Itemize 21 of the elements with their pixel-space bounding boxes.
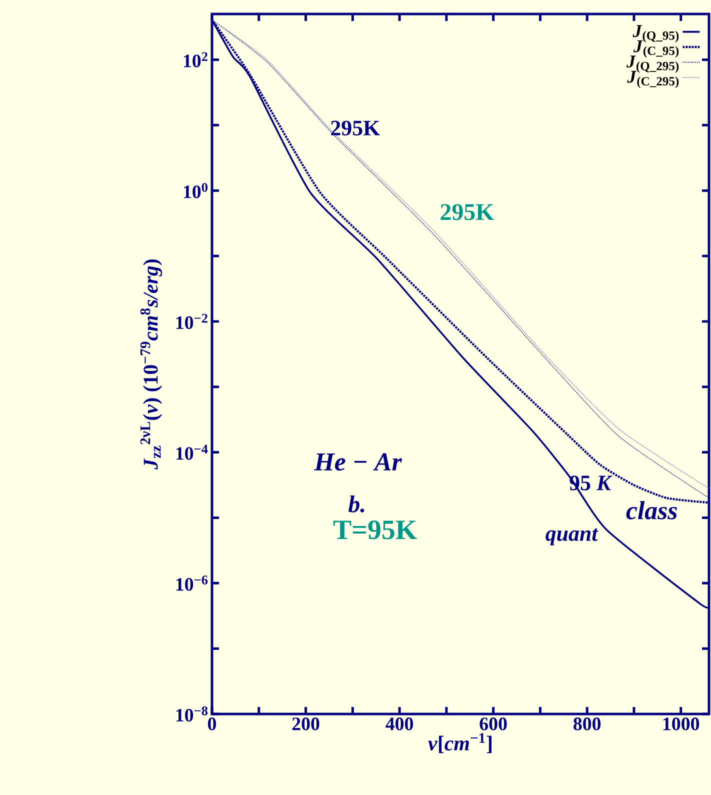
y-tick-label: 10$^{−6}$ bbox=[176, 576, 208, 591]
x-tick-label: 800 bbox=[574, 718, 601, 730]
y-tick-label: 10$^{0}$ bbox=[184, 182, 208, 198]
x-tick-label: 200 bbox=[292, 718, 320, 730]
y-tick-label: 10$^{2}$ bbox=[184, 52, 208, 68]
annotation: 295K bbox=[440, 204, 494, 220]
annotation: T=95K bbox=[333, 520, 417, 540]
x-tick-label: 0 bbox=[208, 718, 216, 730]
annotation: quant bbox=[546, 528, 598, 546]
x-tick-label: 400 bbox=[386, 718, 414, 730]
annotation: 295K bbox=[331, 120, 380, 136]
y-tick-label: 10$^{−4}$ bbox=[176, 444, 208, 460]
annotation: b. bbox=[348, 496, 364, 512]
y-tick-label: 10$^{−8}$ bbox=[176, 706, 208, 722]
annotation: He − Ar bbox=[314, 453, 402, 471]
x-tick-label: 600 bbox=[480, 718, 507, 730]
annotation: class bbox=[626, 501, 677, 520]
x-axis-title: ν[cm$^{−1}$] bbox=[428, 733, 492, 754]
text: J$_{zz}$$^{2νL}$(ν) (10$^{−79}$cm$^{8}$s/erg) bbox=[140, 260, 162, 470]
y-tick-label: 10$^{−2}$ bbox=[176, 314, 208, 330]
x-tick-label: 1000 bbox=[663, 718, 700, 730]
